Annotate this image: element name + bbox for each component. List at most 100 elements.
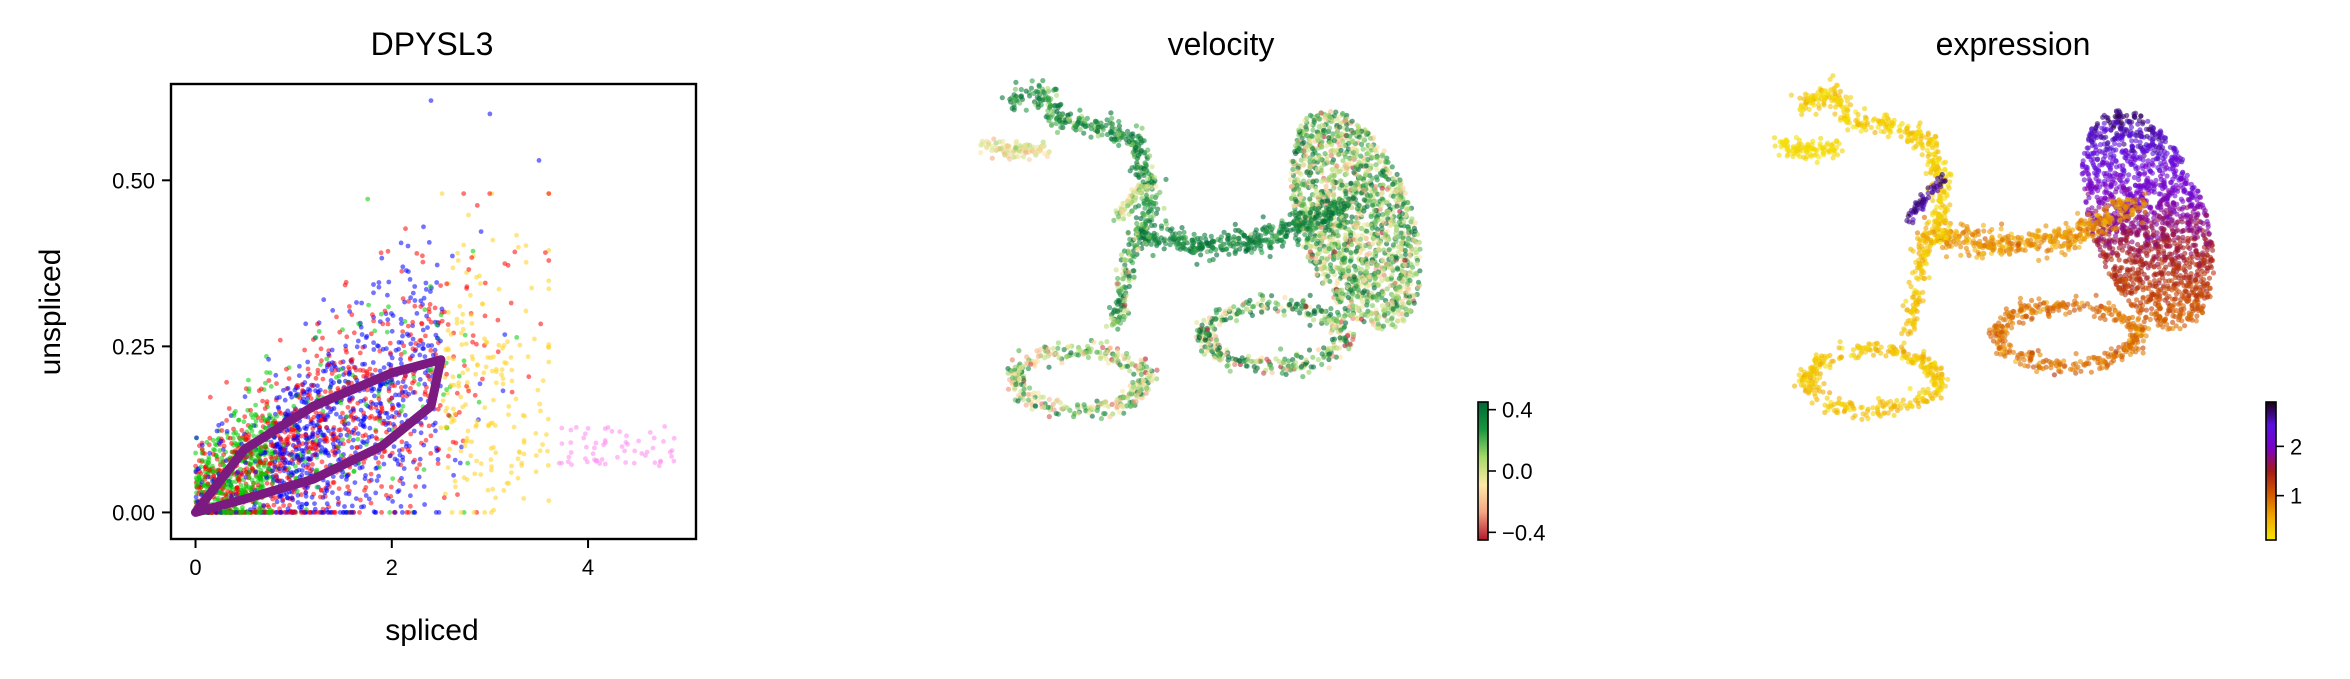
embedding-point xyxy=(1321,161,1328,167)
scatter-point xyxy=(387,340,393,346)
scatter-point xyxy=(485,487,491,493)
scatter-point xyxy=(385,321,391,327)
scatter-point xyxy=(320,376,326,382)
embedding-point xyxy=(1116,123,1122,129)
scatter-point xyxy=(566,454,572,460)
embedding-point xyxy=(1301,162,1307,168)
scatter-point xyxy=(310,441,316,447)
scatter-point xyxy=(355,400,361,406)
embedding-point xyxy=(1297,210,1303,216)
scatter-point xyxy=(288,390,293,396)
scatter-point xyxy=(624,433,629,439)
scatter-point xyxy=(466,212,471,218)
embedding-point xyxy=(1385,199,1391,205)
scatter-point xyxy=(391,422,396,427)
scatter-point xyxy=(581,435,587,441)
scatter-point xyxy=(220,462,226,468)
scatter-point xyxy=(286,470,291,476)
scatter-point xyxy=(537,448,543,454)
embedding-point xyxy=(1395,307,1402,313)
scatter-point xyxy=(454,316,460,322)
embedding-point xyxy=(1372,147,1378,153)
scatter-point xyxy=(386,427,392,433)
embedding-point xyxy=(1378,203,1384,209)
scatter-point xyxy=(260,477,266,483)
embedding-point xyxy=(1232,249,1238,255)
scatter-point xyxy=(373,510,379,515)
scatter-point xyxy=(521,437,527,443)
scatter-point xyxy=(357,367,363,373)
embedding-point xyxy=(1355,124,1362,130)
scatter-point xyxy=(342,504,347,509)
scatter-point xyxy=(350,417,356,423)
scatter-point xyxy=(233,429,239,435)
scatter-point xyxy=(411,510,417,515)
scatter-point xyxy=(253,452,259,458)
scatter-point xyxy=(449,510,455,515)
embedding-point xyxy=(1296,223,1302,229)
scatter-point xyxy=(464,383,469,389)
scatter-point xyxy=(388,350,393,356)
scatter-point xyxy=(502,261,508,266)
scatter-point xyxy=(347,434,352,440)
scatter-point xyxy=(362,424,367,430)
scatter-point xyxy=(330,490,335,495)
scatter-point xyxy=(403,384,408,389)
scatter-point xyxy=(452,411,458,417)
scatter-point xyxy=(274,395,280,401)
scatter-point xyxy=(489,510,494,515)
scatter-point xyxy=(311,414,317,420)
scatter-point xyxy=(538,321,544,327)
scatter-point xyxy=(221,443,227,449)
scatter-point xyxy=(444,371,449,377)
embedding-point xyxy=(1414,261,1420,267)
embedding-point xyxy=(1198,252,1204,258)
embedding-point xyxy=(1359,242,1365,248)
embedding-point xyxy=(1260,214,1266,220)
scatter-point xyxy=(458,510,464,515)
scatter-point xyxy=(353,425,359,431)
embedding-point xyxy=(1308,184,1314,190)
scatter-point xyxy=(194,482,199,488)
scatter-point xyxy=(399,321,404,326)
embedding-point xyxy=(1116,118,1122,125)
scatter-point xyxy=(249,422,255,428)
embedding-point xyxy=(1226,251,1232,257)
scatter-point xyxy=(533,453,539,458)
scatter-point xyxy=(285,495,291,501)
embedding-point xyxy=(1314,134,1320,140)
embedding-point xyxy=(1360,136,1366,142)
embedding-point xyxy=(1280,224,1287,230)
embedding-point xyxy=(1309,206,1315,212)
scatter-point xyxy=(251,433,256,439)
scatter-point xyxy=(361,417,366,423)
scatter-point xyxy=(210,437,216,443)
scatter-point xyxy=(259,418,264,423)
scatter-point xyxy=(270,496,276,502)
scatter-point xyxy=(459,330,464,336)
embedding-point xyxy=(1372,276,1378,282)
scatter-point xyxy=(509,367,515,373)
scatter-point xyxy=(488,355,493,361)
embedding-point xyxy=(1371,285,1377,291)
scatter-point xyxy=(273,372,279,378)
embedding-point xyxy=(1333,109,1339,115)
scatter-point xyxy=(434,335,440,341)
scatter-point xyxy=(417,456,423,462)
scatter-point xyxy=(344,349,349,355)
scatter-point xyxy=(465,380,470,385)
embedding-point xyxy=(1407,297,1413,303)
scatter-point xyxy=(338,432,344,438)
scatter-point xyxy=(396,392,402,398)
embedding-point xyxy=(1088,134,1094,140)
embedding-point xyxy=(1298,194,1304,200)
scatter-point xyxy=(417,462,422,467)
scatter-point xyxy=(432,347,438,353)
embedding-point xyxy=(1344,133,1350,139)
scatter-point xyxy=(523,259,529,265)
scatter-point xyxy=(337,329,343,335)
scatter-point xyxy=(379,454,385,459)
embedding-point xyxy=(1104,131,1111,138)
embedding-point xyxy=(1381,312,1387,318)
embedding-point xyxy=(1355,129,1361,135)
